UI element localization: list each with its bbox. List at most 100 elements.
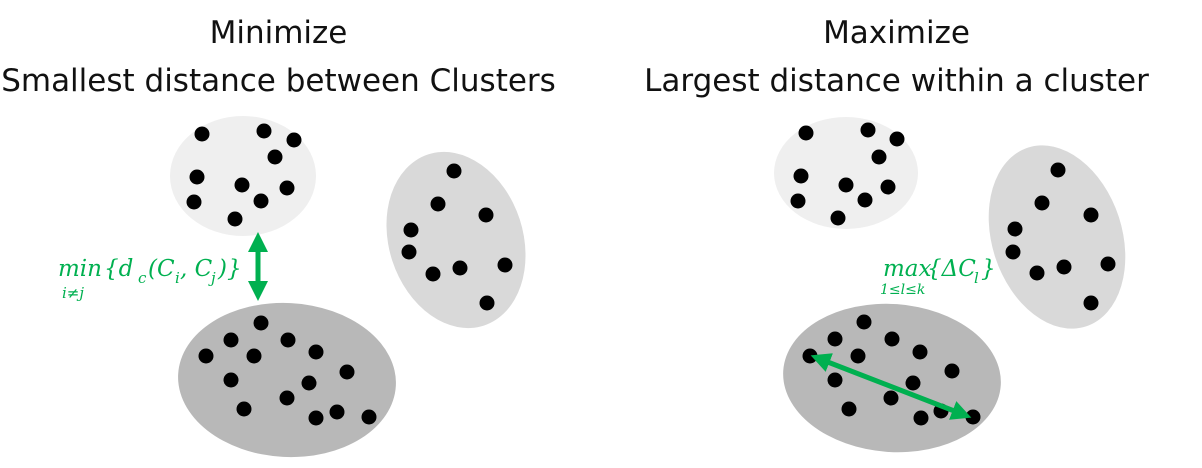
- min-formula: min i≠j {d c (C i , C j )}: [58, 256, 242, 302]
- formula-op: max: [883, 256, 932, 282]
- cluster-top-points: [186, 123, 302, 227]
- point: [198, 348, 214, 364]
- formula-i: i: [175, 269, 180, 287]
- point: [339, 364, 355, 380]
- point: [286, 132, 302, 148]
- point: [279, 180, 295, 196]
- point: [425, 266, 441, 282]
- formula-l: l: [974, 269, 979, 287]
- point: [1100, 256, 1116, 272]
- point: [905, 375, 921, 391]
- point: [234, 177, 250, 193]
- point: [798, 125, 814, 141]
- point: [223, 372, 239, 388]
- max-distance-arrow: [810, 353, 972, 420]
- point: [308, 410, 324, 426]
- point: [1007, 221, 1023, 237]
- left-panel: Minimize Smallest distance between Clust…: [1, 15, 556, 458]
- point: [793, 168, 809, 184]
- point: [1083, 295, 1099, 311]
- formula-sub: i≠j: [62, 284, 84, 302]
- point: [430, 196, 446, 212]
- formula-sub: 1≤l≤k: [880, 282, 925, 298]
- formula-body: {ΔC: [927, 256, 976, 282]
- point: [227, 211, 243, 227]
- point: [790, 193, 806, 209]
- point: [256, 123, 272, 139]
- point: [880, 179, 896, 195]
- point: [884, 331, 900, 347]
- point: [308, 344, 324, 360]
- point: [403, 222, 419, 238]
- point: [401, 244, 417, 260]
- right-diagram: max 1≤l≤k {ΔC l }: [774, 117, 1126, 453]
- point: [965, 409, 981, 425]
- cluster-bottom-ellipse: [178, 302, 396, 458]
- formula-body-sub: c: [138, 269, 147, 287]
- left-subtitle: Smallest distance between Clusters: [1, 63, 556, 99]
- formula-args: (C: [148, 256, 175, 282]
- point: [856, 314, 872, 330]
- formula-comma: , C: [180, 256, 213, 282]
- point: [246, 348, 262, 364]
- point: [253, 315, 269, 331]
- point: [223, 332, 239, 348]
- point: [446, 163, 462, 179]
- cluster-top-ellipse: [774, 117, 918, 229]
- point: [871, 149, 887, 165]
- point: [194, 126, 210, 142]
- point: [883, 390, 899, 406]
- point: [944, 363, 960, 379]
- left-title: Minimize: [209, 15, 348, 51]
- point: [186, 194, 202, 210]
- point: [301, 375, 317, 391]
- point: [913, 410, 929, 426]
- formula-close: )}: [217, 256, 242, 282]
- point: [497, 257, 513, 273]
- point: [267, 149, 283, 165]
- cluster-right-points: [1005, 162, 1116, 311]
- point: [857, 192, 873, 208]
- point: [1056, 259, 1072, 275]
- left-diagram: min i≠j {d c (C i , C j )}: [58, 116, 526, 458]
- point: [361, 409, 377, 425]
- point: [1034, 195, 1050, 211]
- point: [1050, 162, 1066, 178]
- point: [889, 131, 905, 147]
- cluster-bottom-ellipse: [783, 303, 1001, 453]
- cluster-right-ellipse: [386, 151, 526, 329]
- point: [841, 401, 857, 417]
- point: [452, 260, 468, 276]
- formula-close: }: [981, 256, 996, 282]
- point: [1005, 244, 1021, 260]
- point: [479, 295, 495, 311]
- point: [1029, 265, 1045, 281]
- point: [280, 332, 296, 348]
- point: [236, 401, 252, 417]
- point: [329, 404, 345, 420]
- cluster-top-ellipse: [170, 116, 316, 236]
- point: [279, 390, 295, 406]
- cluster-top-points: [790, 122, 905, 226]
- right-subtitle: Largest distance within a cluster: [644, 63, 1149, 99]
- point: [478, 207, 494, 223]
- point: [830, 210, 846, 226]
- point: [253, 193, 269, 209]
- point: [850, 348, 866, 364]
- formula-body: {d: [104, 256, 133, 282]
- cluster-right-ellipse: [988, 145, 1126, 329]
- formula-j: j: [208, 269, 216, 287]
- point: [1083, 207, 1099, 223]
- point: [802, 348, 818, 364]
- point: [838, 177, 854, 193]
- point: [860, 122, 876, 138]
- point: [827, 331, 843, 347]
- point: [827, 372, 843, 388]
- max-formula: max 1≤l≤k {ΔC l }: [880, 256, 996, 298]
- cluster-right-points: [401, 163, 513, 311]
- cluster-bottom-points: [198, 315, 377, 426]
- right-title: Maximize: [823, 15, 970, 51]
- point: [912, 344, 928, 360]
- point: [189, 169, 205, 185]
- formula-op: min: [58, 256, 102, 282]
